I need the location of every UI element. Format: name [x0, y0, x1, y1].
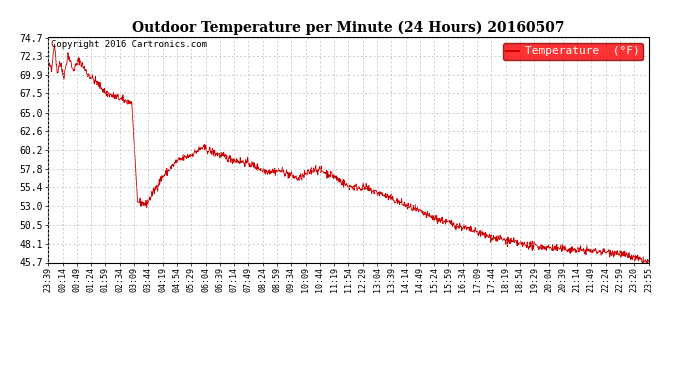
Text: Copyright 2016 Cartronics.com: Copyright 2016 Cartronics.com	[51, 40, 207, 49]
Legend: Temperature  (°F): Temperature (°F)	[503, 43, 643, 60]
Title: Outdoor Temperature per Minute (24 Hours) 20160507: Outdoor Temperature per Minute (24 Hours…	[132, 21, 564, 35]
